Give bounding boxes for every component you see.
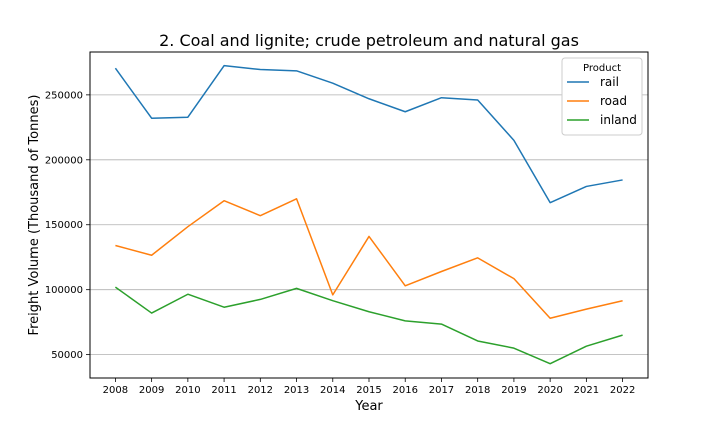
series-line-rail [114, 64, 623, 204]
x-tick-label: 2013 [284, 385, 309, 396]
x-tick-label: 2016 [393, 385, 418, 396]
series-line-road [115, 198, 623, 319]
x-tick-label: 2012 [248, 385, 273, 396]
legend-label-road: road [600, 94, 627, 108]
x-tick-label: 2008 [103, 385, 128, 396]
x-tick-label: 2022 [610, 385, 635, 396]
legend-label-rail: rail [600, 75, 619, 89]
series-line-inland [114, 286, 623, 365]
legend-title: Product [583, 63, 621, 74]
x-tick-label: 2017 [429, 385, 454, 396]
x-tick-label: 2010 [175, 385, 200, 396]
legend-box [561, 57, 643, 136]
legend-items: rail road inland [567, 75, 637, 127]
x-tick-label: 2018 [465, 385, 490, 396]
x-tick-label: 2015 [356, 385, 381, 396]
y-axis-label: Freight Volume (Thousand of Tonnes) [27, 95, 42, 336]
y-tick-label: 250000 [45, 90, 83, 101]
grid [90, 94, 648, 356]
y-tick-label: 150000 [45, 220, 83, 231]
x-tick-label: 2011 [211, 385, 236, 396]
x-tick-label: 2020 [537, 385, 562, 396]
x-tick-label: 2021 [574, 385, 599, 396]
y-tick-label: 200000 [45, 155, 83, 166]
chart-title: 2. Coal and lignite; crude petroleum and… [159, 31, 579, 50]
x-tick-label: 2014 [320, 385, 345, 396]
legend: Product rail road inland [561, 57, 643, 136]
legend-label-inland: inland [600, 113, 637, 127]
y-tick-label: 100000 [45, 285, 83, 296]
y-tick-label: 50000 [51, 350, 83, 361]
x-axis-label: Year [354, 399, 383, 414]
x-tick-label: 2009 [139, 385, 164, 396]
series-group [114, 64, 623, 365]
x-tick-label: 2019 [501, 385, 526, 396]
y-axis: 50000 100000 150000 200000 250000 [45, 90, 90, 361]
x-axis: 2008 2009 2010 2011 2012 2013 2014 2015 2016 2017… [103, 378, 635, 396]
